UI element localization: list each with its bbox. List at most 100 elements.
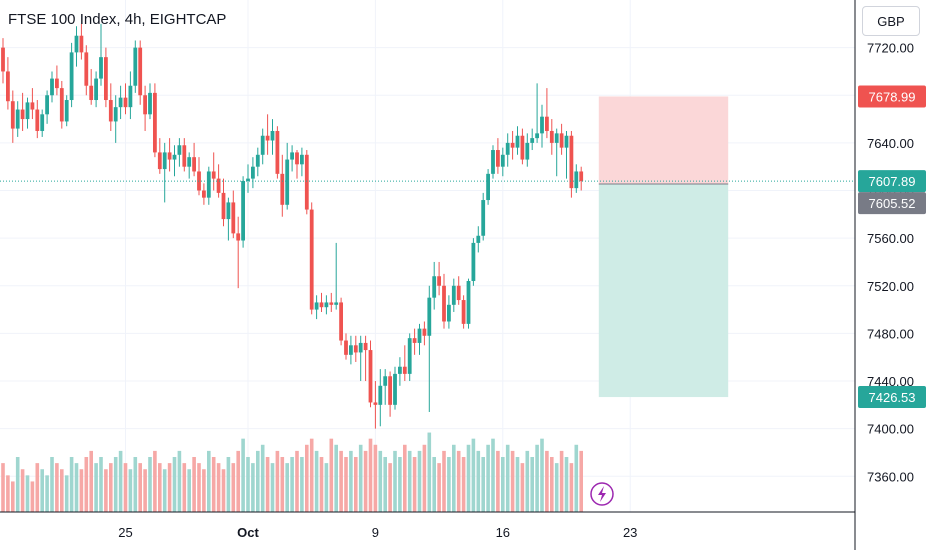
volume-bar: [216, 463, 221, 512]
volume-bar: [55, 463, 59, 512]
candle: [295, 150, 299, 179]
volume-bar: [368, 438, 373, 512]
candle: [383, 369, 388, 405]
candle: [515, 126, 520, 155]
volume-bar: [1, 463, 5, 512]
candle-body: [275, 130, 280, 174]
candle-body: [530, 138, 535, 143]
candle: [99, 23, 103, 86]
candle: [496, 138, 500, 174]
candle-body: [451, 285, 456, 305]
candle-body: [300, 154, 304, 165]
candle: [437, 261, 441, 296]
candle-body: [187, 157, 192, 167]
volume-bar: [422, 444, 427, 512]
candle-body: [574, 171, 579, 189]
candle-body: [358, 342, 363, 353]
candle-body: [113, 107, 118, 122]
candle: [211, 152, 216, 191]
volume-bar: [207, 450, 211, 512]
candle-body: [221, 192, 226, 220]
candle-body: [153, 92, 157, 153]
candle-body: [265, 135, 270, 141]
candle-body: [554, 133, 559, 143]
volume-bar: [300, 457, 304, 512]
candle: [35, 100, 40, 139]
candle: [349, 335, 353, 365]
candle: [476, 226, 481, 253]
candle: [339, 297, 343, 346]
volume-bar: [35, 463, 40, 512]
candle-body: [30, 102, 35, 110]
y-tick-label: 7520.00: [867, 279, 914, 294]
chart-title: FTSE 100 Index, 4h, EIGHTCAP: [8, 11, 227, 28]
volume-bar: [363, 450, 368, 512]
candle: [94, 71, 98, 108]
volume-bar: [452, 444, 456, 512]
candle: [270, 119, 275, 155]
volume-bar: [285, 463, 289, 512]
volume-bar: [197, 463, 201, 512]
volume-bar: [45, 475, 49, 512]
candle-body: [6, 71, 10, 102]
candle-body: [138, 47, 143, 96]
volume-bar: [481, 457, 485, 512]
candle: [280, 154, 285, 217]
volume-bar: [128, 469, 133, 512]
candle-body: [20, 109, 25, 120]
candle-body: [398, 366, 402, 374]
volume-bar: [417, 450, 422, 512]
candle-body: [540, 116, 544, 134]
volume-bar: [280, 457, 285, 512]
candle: [25, 97, 30, 129]
volume-bar: [182, 463, 187, 512]
candle: [378, 369, 383, 427]
volume-bar: [50, 457, 54, 512]
candle: [187, 152, 192, 179]
candle-body: [236, 233, 241, 241]
candle-body: [349, 345, 353, 355]
candle: [133, 40, 138, 93]
volume-bar: [231, 463, 236, 512]
volume-bar: [270, 463, 275, 512]
candle-body: [373, 402, 378, 405]
candle-body: [55, 78, 59, 89]
candle-body: [69, 52, 74, 101]
candle: [226, 197, 231, 241]
position-zones[interactable]: [598, 96, 729, 398]
candle: [153, 83, 157, 158]
candle: [118, 85, 123, 120]
candle: [525, 133, 530, 167]
candle: [1, 38, 5, 84]
candle-body: [500, 154, 505, 167]
x-tick-label: Oct: [237, 525, 259, 540]
candle: [535, 83, 539, 143]
candle-body: [1, 47, 5, 72]
volume-bar: [211, 457, 216, 512]
volume-bar: [256, 450, 260, 512]
replay-button[interactable]: [590, 482, 614, 506]
volume-bar: [501, 457, 505, 512]
volume-bar: [378, 450, 383, 512]
volume-bar: [118, 450, 123, 512]
candle: [579, 166, 584, 191]
currency-button[interactable]: GBP: [862, 6, 920, 36]
candle: [148, 83, 152, 120]
candle-body: [515, 135, 520, 148]
candle-body: [280, 173, 285, 205]
candle: [530, 128, 535, 151]
candle-body: [216, 178, 221, 193]
candle-body: [481, 200, 486, 236]
candle: [545, 88, 549, 139]
stop-price-tag-bg: [858, 85, 926, 108]
candle: [540, 104, 544, 148]
candle: [55, 65, 59, 96]
volume-bar: [138, 463, 142, 512]
volume-bar: [540, 438, 544, 512]
candle: [108, 83, 113, 131]
candle: [89, 69, 94, 105]
stop-price-tag: 7678.99: [869, 89, 916, 104]
candle: [363, 335, 368, 382]
